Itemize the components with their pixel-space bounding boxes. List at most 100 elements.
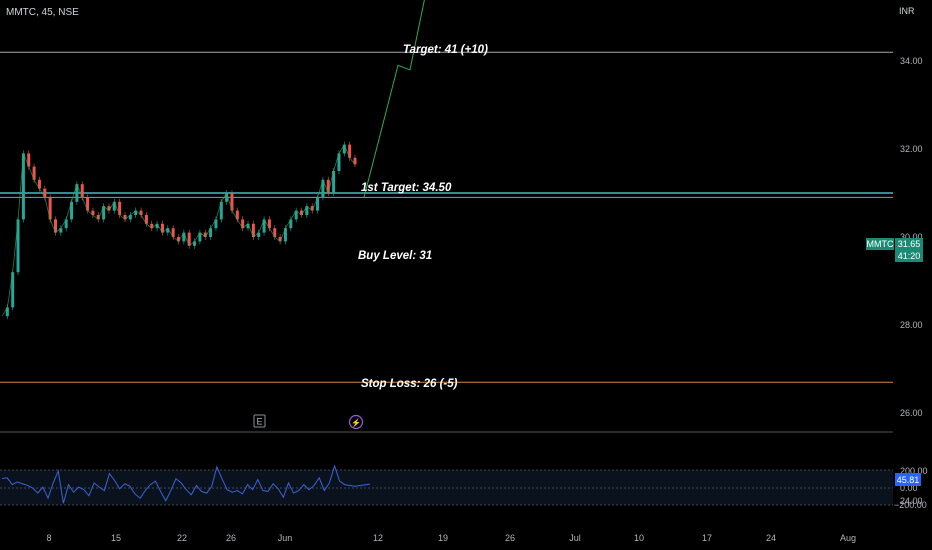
time-tick-label: 8 bbox=[46, 533, 51, 543]
annotation-buy-level[interactable]: Buy Level: 31 bbox=[358, 250, 432, 262]
price-tick-label: 32.00 bbox=[900, 144, 923, 154]
candle-body bbox=[348, 144, 352, 158]
candle-body bbox=[246, 223, 250, 229]
price-tick-label: 24.00 bbox=[900, 496, 923, 506]
time-tick-label: 12 bbox=[373, 533, 383, 543]
candle-body bbox=[342, 144, 346, 154]
earnings-marker-label: E bbox=[256, 417, 262, 427]
candle-body bbox=[225, 193, 229, 202]
indicator-tick-label: −200.00 bbox=[894, 500, 927, 510]
candle-body bbox=[262, 219, 266, 233]
candle-body bbox=[128, 215, 132, 220]
candle-body bbox=[214, 219, 218, 229]
candle-body bbox=[134, 210, 138, 215]
candle-body bbox=[139, 210, 143, 215]
time-tick-label: 15 bbox=[111, 533, 121, 543]
candle-body bbox=[118, 201, 122, 215]
candle-body bbox=[155, 223, 159, 229]
candle-body bbox=[21, 153, 25, 220]
candle-body bbox=[326, 179, 330, 193]
candle-body bbox=[150, 223, 154, 229]
dividend-marker-icon: ⚡ bbox=[351, 418, 361, 428]
indicator-line bbox=[1, 464, 371, 504]
candle-body bbox=[160, 223, 164, 233]
price-tick-label: 30.00 bbox=[900, 232, 923, 242]
candle-body bbox=[251, 223, 255, 237]
time-tick-label: 22 bbox=[177, 533, 187, 543]
time-tick-label: 24 bbox=[766, 533, 776, 543]
indicator-axis[interactable]: 200.00 0.00 −200.00 bbox=[894, 466, 928, 510]
currency-label: INR bbox=[899, 6, 915, 16]
time-tick-label: Jun bbox=[278, 533, 293, 543]
symbol-badge-label: MMTC bbox=[867, 239, 894, 249]
candle-body bbox=[321, 179, 325, 198]
candle-body bbox=[219, 201, 223, 220]
time-tick-label: 17 bbox=[702, 533, 712, 543]
candle-body bbox=[294, 210, 298, 220]
price-axis[interactable]: 40.0038.0036.0034.0032.0030.0028.0026.00… bbox=[900, 0, 923, 506]
candle-body bbox=[278, 237, 282, 242]
candle-body bbox=[123, 215, 127, 220]
candle-body bbox=[182, 232, 186, 242]
candle-body bbox=[332, 171, 336, 193]
candle-body bbox=[27, 153, 31, 167]
annotation-first-target[interactable]: 1st Target: 34.50 bbox=[361, 182, 452, 194]
indicator-tick-label: 200.00 bbox=[900, 466, 928, 476]
candle-body bbox=[241, 219, 245, 229]
price-tick-label: 26.00 bbox=[900, 408, 923, 418]
candle-body bbox=[112, 201, 116, 211]
time-axis[interactable]: 8 15 22 26 Jun 12 19 26 Jul 10 17 24 Aug bbox=[46, 533, 856, 543]
annotation-target[interactable]: Target: 41 (+10) bbox=[403, 44, 488, 56]
candle-body bbox=[257, 232, 261, 237]
annotation-stop-loss[interactable]: Stop Loss: 26 (-5) bbox=[361, 378, 458, 390]
last-price-value: 31.65 bbox=[898, 239, 921, 249]
candle-body bbox=[316, 197, 320, 211]
indicator-pane[interactable] bbox=[0, 431, 893, 506]
candle-body bbox=[48, 197, 52, 220]
candle-body bbox=[96, 215, 100, 220]
price-tick-label: 34.00 bbox=[900, 56, 923, 66]
candle-body bbox=[171, 228, 175, 237]
price-series-line bbox=[1, 143, 356, 317]
candle-body bbox=[337, 153, 341, 171]
candle-body bbox=[11, 272, 15, 308]
earnings-marker[interactable]: E bbox=[253, 414, 266, 428]
chart-title: MMTC, 45, NSE bbox=[6, 7, 79, 18]
candle-body bbox=[53, 219, 57, 233]
indicator-value: 45.81 bbox=[897, 475, 920, 485]
projection-arrow[interactable] bbox=[363, 0, 458, 198]
candle-body bbox=[107, 206, 111, 211]
time-tick-label: 10 bbox=[634, 533, 644, 543]
candle-body bbox=[209, 228, 213, 237]
time-tick-label: 19 bbox=[438, 533, 448, 543]
bar-countdown: 41:20 bbox=[898, 251, 921, 261]
price-candles bbox=[5, 141, 357, 320]
indicator-tick-label: 0.00 bbox=[900, 483, 918, 493]
candle-body bbox=[16, 219, 20, 273]
candle-body bbox=[310, 206, 314, 211]
candle-body bbox=[37, 179, 41, 189]
candle-body bbox=[267, 219, 271, 229]
candle-body bbox=[166, 228, 170, 233]
candle-body bbox=[5, 307, 9, 317]
candle-body bbox=[300, 210, 304, 215]
candle-body bbox=[353, 157, 357, 165]
candle-body bbox=[230, 193, 234, 211]
candle-body bbox=[203, 232, 207, 237]
dividend-marker[interactable]: ⚡ bbox=[348, 414, 364, 430]
candle-body bbox=[283, 228, 287, 242]
candle-body bbox=[102, 206, 106, 220]
candle-body bbox=[305, 206, 309, 215]
candle-body bbox=[64, 219, 68, 229]
candle-body bbox=[144, 215, 148, 224]
last-price-badge: 31.65 41:20 bbox=[895, 238, 923, 262]
candle-body bbox=[70, 201, 74, 220]
candle-body bbox=[59, 228, 63, 233]
candle-body bbox=[235, 210, 239, 220]
candle-body bbox=[43, 188, 47, 198]
candle-body bbox=[198, 232, 202, 242]
candle-body bbox=[75, 184, 79, 202]
time-tick-label: 26 bbox=[226, 533, 236, 543]
candle-body bbox=[273, 228, 277, 237]
